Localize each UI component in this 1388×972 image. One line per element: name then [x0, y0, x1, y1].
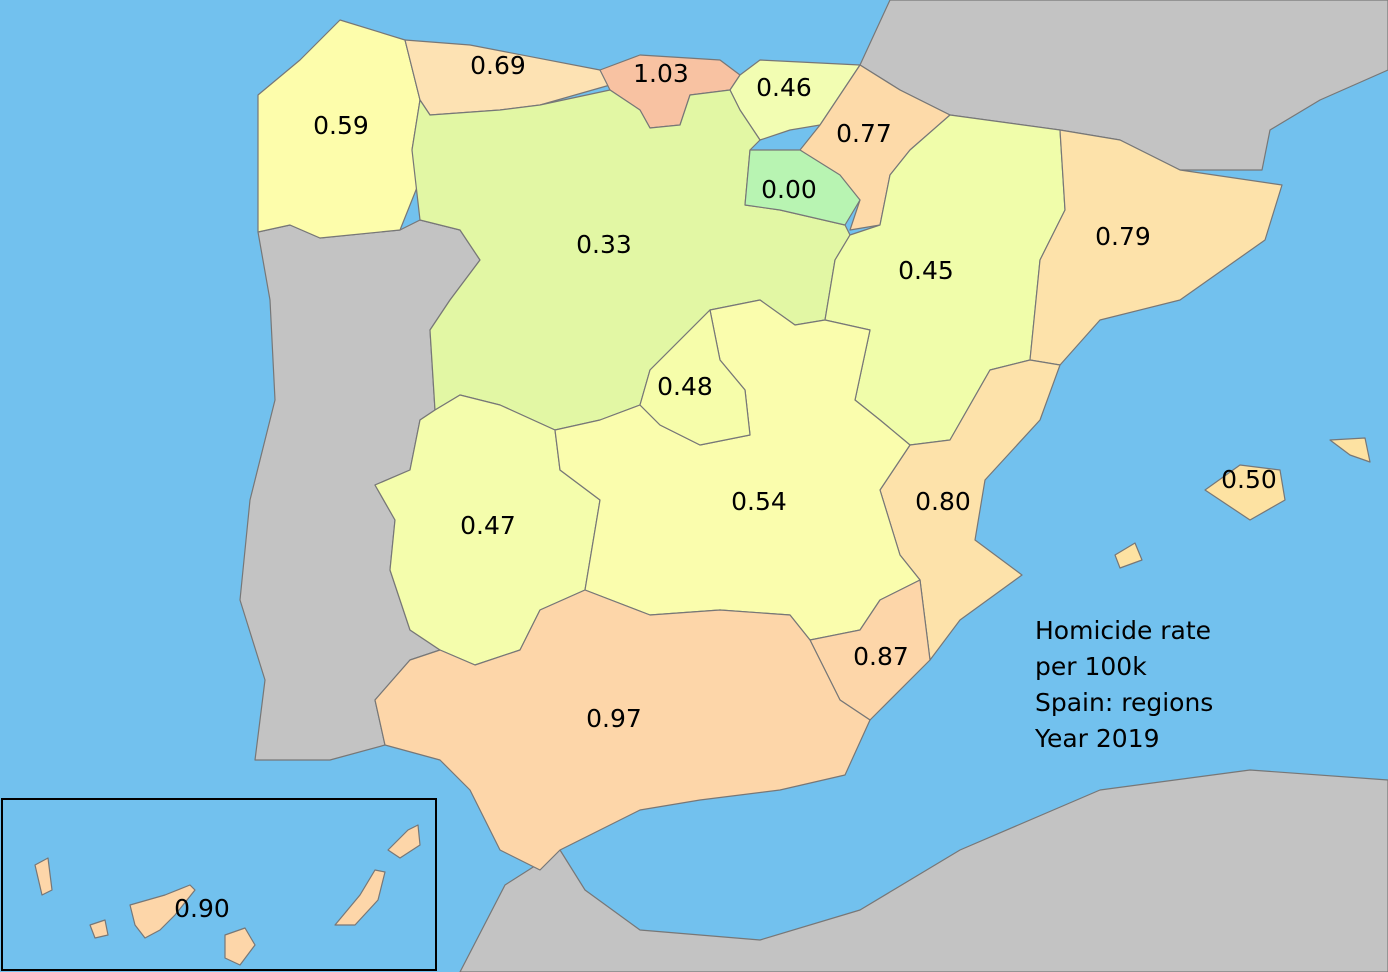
region-value: 0.90 — [174, 894, 230, 923]
mallorca — [1204, 464, 1286, 521]
la-rioja — [744, 149, 861, 226]
canary-island — [34, 857, 53, 896]
region-value: 0.97 — [586, 704, 642, 733]
region-value: 0.48 — [657, 372, 713, 401]
region-value: 0.50 — [1221, 465, 1277, 494]
region-value: 0.46 — [756, 73, 812, 102]
region-value: 0.59 — [313, 111, 369, 140]
madrid — [639, 309, 751, 446]
region-value: 0.47 — [460, 511, 516, 540]
legend-line: Year 2019 — [1034, 724, 1160, 753]
legend-line: per 100k — [1035, 652, 1147, 681]
region-value: 1.03 — [633, 59, 689, 88]
canary-island — [387, 824, 421, 859]
region-value: 0.80 — [915, 487, 971, 516]
legend-line: Spain: regions — [1035, 688, 1213, 717]
region-value: 0.00 — [761, 175, 817, 204]
andalusia — [374, 589, 871, 871]
region-value: 0.87 — [853, 642, 909, 671]
ibiza — [1114, 542, 1143, 569]
canary-island — [224, 927, 256, 966]
catalonia — [1029, 129, 1283, 366]
region-value: 0.77 — [836, 119, 892, 148]
region-value: 0.33 — [576, 230, 632, 259]
region-value: 0.69 — [470, 51, 526, 80]
canary-island — [89, 919, 109, 939]
region-value: 0.79 — [1095, 222, 1151, 251]
canary-island — [334, 869, 386, 926]
legend-line: Homicide rate — [1035, 616, 1211, 645]
region-value: 0.54 — [731, 487, 787, 516]
canary-inset — [1, 798, 437, 971]
menorca — [1329, 437, 1371, 463]
canary-island — [129, 884, 196, 939]
region-value: 0.45 — [898, 256, 954, 285]
